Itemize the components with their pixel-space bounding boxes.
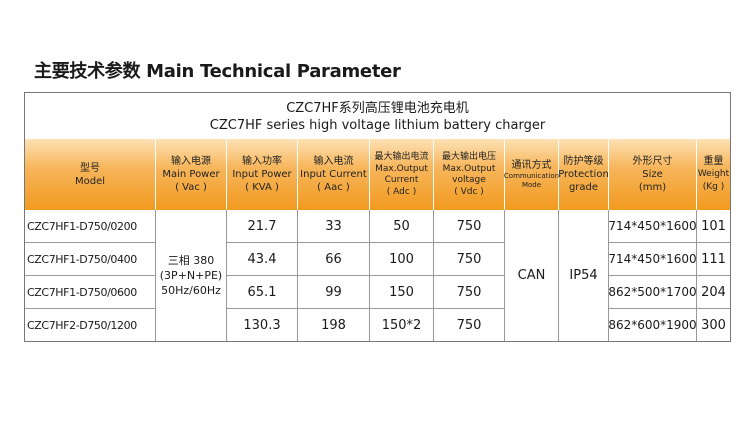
header-input-power: 输入功率 Input Power ( KVA ) [227, 139, 298, 210]
cell-weight: 300 [701, 317, 726, 333]
cell-protection: IP54 [559, 210, 609, 341]
cell-size: 714*450*1600 [608, 243, 697, 276]
cell-max-output-voltage: 750 [434, 309, 505, 341]
cell-input-power: 65.1 [227, 276, 298, 309]
cell-max-output-current: 100 [370, 243, 434, 276]
header-max-output-current: 最大输出电流 Max.Output Current ( Adc ) [370, 139, 434, 210]
cell-input-current: 66 [298, 243, 370, 276]
cell-weight: 101 [697, 210, 730, 243]
cell-input-current: 99 [298, 276, 370, 309]
cell-size: 862*500*1700 [608, 276, 697, 309]
table-row-model: CZC7HF1-D750/0400 [25, 243, 156, 276]
cell-input-power: 130.3 [227, 309, 298, 341]
cell-max-output-current: 150 [370, 276, 434, 309]
cell-input-current: 198 [298, 309, 370, 341]
cell-input-power: 21.7 [227, 210, 298, 243]
cell-max-output-voltage: 750 [434, 243, 505, 276]
header-protection: 防护等级 Protection grade [558, 139, 609, 210]
cell-max-output-current: 50 [370, 210, 434, 243]
table-row-model: CZC7HF1-D750/0200 [25, 210, 156, 243]
cell-main-power: 三相 380 (3P+N+PE) 50Hz/60Hz [156, 210, 227, 341]
cell-max-output-voltage: 750 [434, 276, 505, 309]
header-model: 型号 Model [25, 139, 156, 210]
table-title-cn: CZC7HF系列高压锂电池充电机 [286, 101, 469, 116]
cell-max-output-voltage: 750 [434, 210, 505, 243]
header-max-output-voltage: 最大输出电压 Max.Output voltage ( Vdc ) [434, 139, 505, 210]
header-input-current: 输入电流 Input Current ( Aac ) [298, 139, 370, 210]
cell-weight: 111 [697, 243, 730, 276]
table-row-model: CZC7HF2-D750/1200 [25, 309, 156, 341]
parameter-table: CZC7HF系列高压锂电池充电机 CZC7HF series high volt… [24, 92, 731, 342]
cell-communication: CAN [505, 210, 559, 341]
header-communication: 通讯方式 Communication Mode [504, 139, 559, 210]
cell-size: 714*450*1600 [608, 210, 697, 243]
header-main-power: 输入电源 Main Power ( Vac ) [156, 139, 227, 210]
cell-weight: 204 [697, 276, 730, 309]
table-row-model: CZC7HF1-D750/0600 [25, 276, 156, 309]
cell-size: 862*600*1900 [608, 309, 697, 341]
table-title-en: CZC7HF series high voltage lithium batte… [209, 118, 546, 133]
table-title: CZC7HF系列高压锂电池充电机 CZC7HF series high volt… [25, 93, 730, 140]
cell-input-current: 33 [298, 210, 370, 243]
page-title: 主要技术参数 Main Technical Parameter [34, 61, 401, 82]
cell-max-output-current: 150*2 [370, 309, 434, 341]
header-size: 外形尺寸 Size (mm) [609, 139, 697, 210]
cell-input-power: 43.4 [227, 243, 298, 276]
header-weight: 重量 Weight (Kg ) [697, 139, 730, 210]
